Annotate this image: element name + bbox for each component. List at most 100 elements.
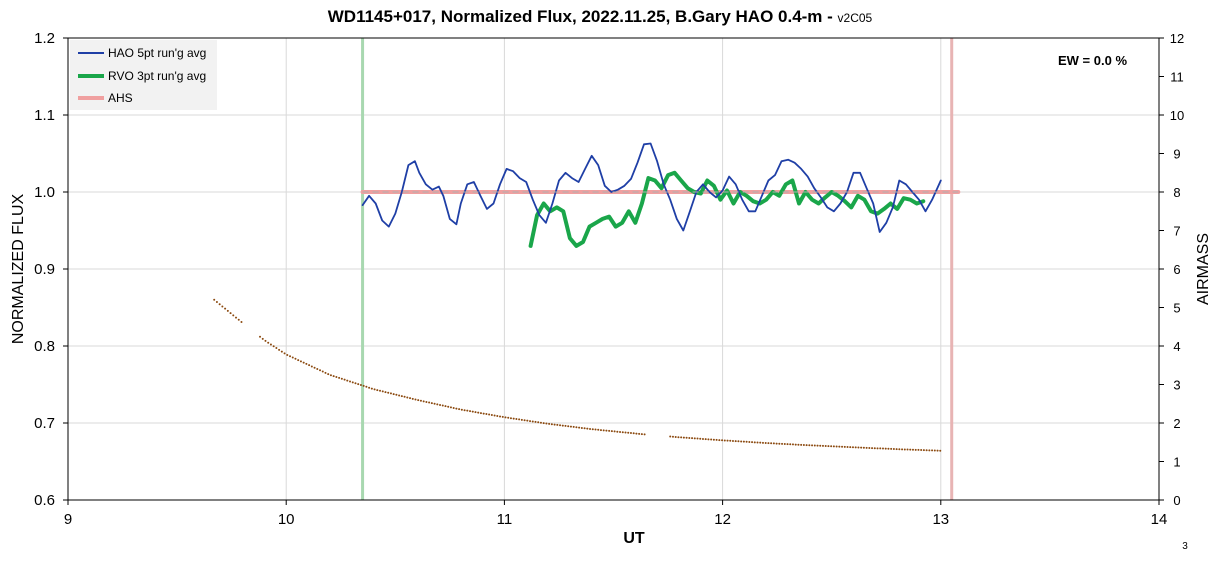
airmass-point-74 xyxy=(430,402,433,405)
airmass-point-135 xyxy=(597,428,600,431)
airmass-point-204 xyxy=(808,444,811,447)
airmass-point-32 xyxy=(316,368,319,371)
airmass-point-239 xyxy=(903,448,906,451)
airmass-point-209 xyxy=(821,444,824,447)
airmass-point-89 xyxy=(471,410,474,413)
airmass-point-19 xyxy=(280,350,283,353)
airmass-point-183 xyxy=(751,441,754,444)
airmass-point-8 xyxy=(235,316,238,319)
y2-axis-label: AIRMASS xyxy=(1195,233,1212,305)
airmass-point-28 xyxy=(305,362,308,365)
airmass-point-151 xyxy=(640,433,643,436)
airmass-point-184 xyxy=(753,441,756,444)
airmass-point-248 xyxy=(928,449,931,452)
airmass-point-129 xyxy=(580,426,583,429)
airmass-point-141 xyxy=(613,430,616,433)
airmass-point-51 xyxy=(368,386,371,389)
airmass-point-124 xyxy=(567,425,570,428)
airmass-point-138 xyxy=(605,429,608,432)
y-tick-label-5: 1.1 xyxy=(34,107,55,124)
airmass-point-103 xyxy=(509,417,512,420)
airmass-point-177 xyxy=(734,440,737,443)
airmass-point-156 xyxy=(677,436,680,439)
airmass-point-170 xyxy=(715,438,718,441)
y2-tick-label-9: 9 xyxy=(1173,147,1180,162)
airmass-point-214 xyxy=(835,445,838,448)
airmass-point-125 xyxy=(569,425,572,428)
airmass-point-252 xyxy=(939,449,942,452)
airmass-point-61 xyxy=(395,393,398,396)
y-tick-label-2: 0.8 xyxy=(34,338,55,355)
airmass-point-152 xyxy=(643,433,646,436)
airmass-point-126 xyxy=(572,425,575,428)
airmass-point-211 xyxy=(827,445,830,448)
airmass-point-243 xyxy=(914,448,917,451)
airmass-point-26 xyxy=(299,360,302,363)
airmass-point-166 xyxy=(704,438,707,441)
y2-tick-label-12: 12 xyxy=(1170,31,1184,46)
airmass-point-99 xyxy=(499,415,502,418)
airmass-point-78 xyxy=(441,404,444,407)
airmass-point-62 xyxy=(398,394,401,397)
airmass-points xyxy=(213,298,942,452)
airmass-point-53 xyxy=(373,388,376,391)
airmass-point-188 xyxy=(764,441,767,444)
airmass-point-201 xyxy=(800,443,803,446)
x-axis-label: UT xyxy=(623,530,645,547)
airmass-point-199 xyxy=(794,443,797,446)
airmass-point-147 xyxy=(629,432,632,435)
airmass-point-228 xyxy=(873,447,876,450)
airmass-point-73 xyxy=(428,401,431,404)
airmass-point-200 xyxy=(797,443,800,446)
airmass-point-64 xyxy=(403,395,406,398)
airmass-point-210 xyxy=(824,445,827,448)
airmass-point-47 xyxy=(357,383,360,386)
airmass-point-116 xyxy=(545,422,548,425)
airmass-point-235 xyxy=(892,448,895,451)
airmass-point-150 xyxy=(638,432,641,435)
airmass-point-169 xyxy=(712,438,715,441)
airmass-point-117 xyxy=(548,422,551,425)
airmass-point-14 xyxy=(267,341,270,344)
airmass-point-165 xyxy=(701,437,704,440)
airmass-point-2 xyxy=(218,303,221,306)
y2-tick-label-6: 6 xyxy=(1173,262,1180,277)
airmass-point-3 xyxy=(221,305,224,308)
chart-title: WD1145+017, Normalized Flux, 2022.11.25,… xyxy=(328,7,873,26)
airmass-point-140 xyxy=(610,430,613,433)
airmass-point-70 xyxy=(419,399,422,402)
airmass-point-206 xyxy=(813,444,816,447)
airmass-point-58 xyxy=(387,391,390,394)
airmass-point-227 xyxy=(871,447,874,450)
airmass-point-246 xyxy=(922,449,925,452)
airmass-point-172 xyxy=(721,439,724,442)
airmass-point-72 xyxy=(425,400,428,403)
y-tick-label-4: 1.0 xyxy=(34,184,55,201)
legend-label-rvo: RVO 3pt run'g avg xyxy=(108,69,206,83)
x-tick-label-1: 10 xyxy=(278,511,295,528)
airmass-point-193 xyxy=(778,442,781,445)
airmass-point-35 xyxy=(324,371,327,374)
airmass-point-231 xyxy=(881,447,884,450)
airmass-point-20 xyxy=(283,352,286,355)
airmass-point-212 xyxy=(830,445,833,448)
airmass-point-207 xyxy=(816,444,819,447)
airmass-point-216 xyxy=(841,445,844,448)
airmass-point-91 xyxy=(477,411,480,414)
airmass-point-21 xyxy=(286,353,289,356)
airmass-point-54 xyxy=(376,389,379,392)
airmass-point-225 xyxy=(865,446,868,449)
airmass-point-196 xyxy=(786,443,789,446)
airmass-point-118 xyxy=(550,423,553,426)
legend: HAO 5pt run'g avg RVO 3pt run'g avg AHS xyxy=(70,40,217,110)
airmass-point-237 xyxy=(898,448,901,451)
airmass-point-181 xyxy=(745,440,748,443)
airmass-point-205 xyxy=(811,444,814,447)
airmass-point-224 xyxy=(862,446,865,449)
airmass-point-110 xyxy=(529,420,532,423)
airmass-point-157 xyxy=(680,436,683,439)
x-tick-label-3: 12 xyxy=(714,511,731,528)
chart-title-main: WD1145+017, Normalized Flux, 2022.11.25,… xyxy=(328,7,838,26)
airmass-point-39 xyxy=(335,376,338,379)
